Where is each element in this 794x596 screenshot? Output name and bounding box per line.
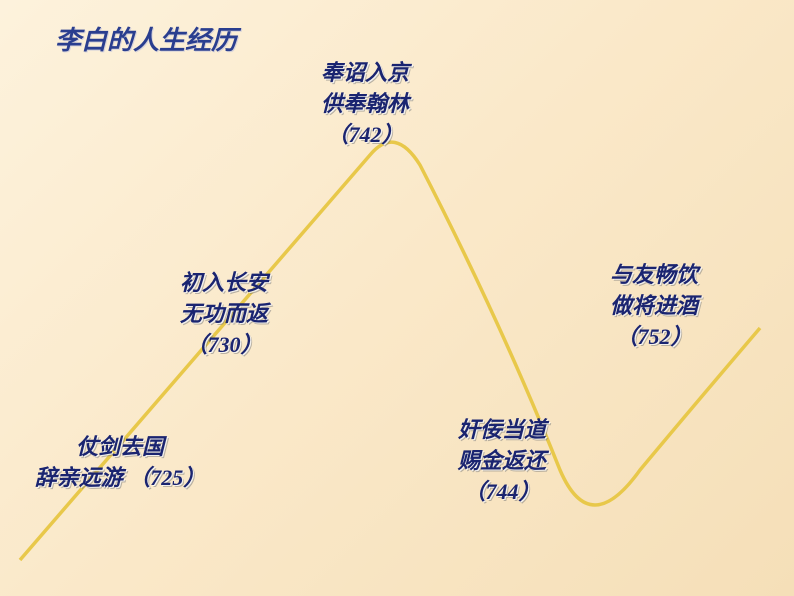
page-title: 李白的人生经历 [55,20,237,57]
event-line2: 无功而返 [180,301,268,326]
event-year: （730） [186,332,263,357]
event-725: 仗剑去国 辞亲远游 （725） [30,432,210,494]
event-year: （744） [464,479,541,504]
event-year: （752） [616,324,693,349]
event-line1: 奉诏入京 [321,60,409,85]
event-line1: 奸佞当道 [458,417,546,442]
event-line2: 辞亲远游 （725） [35,465,206,490]
event-752: 与友畅饮 做将进酒 （752） [610,260,698,352]
event-744: 奸佞当道 赐金返还 （744） [458,415,546,507]
event-line2: 赐金返还 [458,448,546,473]
event-742: 奉诏入京 供奉翰林 （742） [321,58,409,150]
event-line1: 初入长安 [180,270,268,295]
event-line1: 仗剑去国 [76,434,164,459]
event-line2: 供奉翰林 [321,91,409,116]
event-line1: 与友畅饮 [610,262,698,287]
event-line2: 做将进酒 [610,293,698,318]
event-730: 初入长安 无功而返 （730） [180,268,268,360]
event-year: （742） [327,122,404,147]
